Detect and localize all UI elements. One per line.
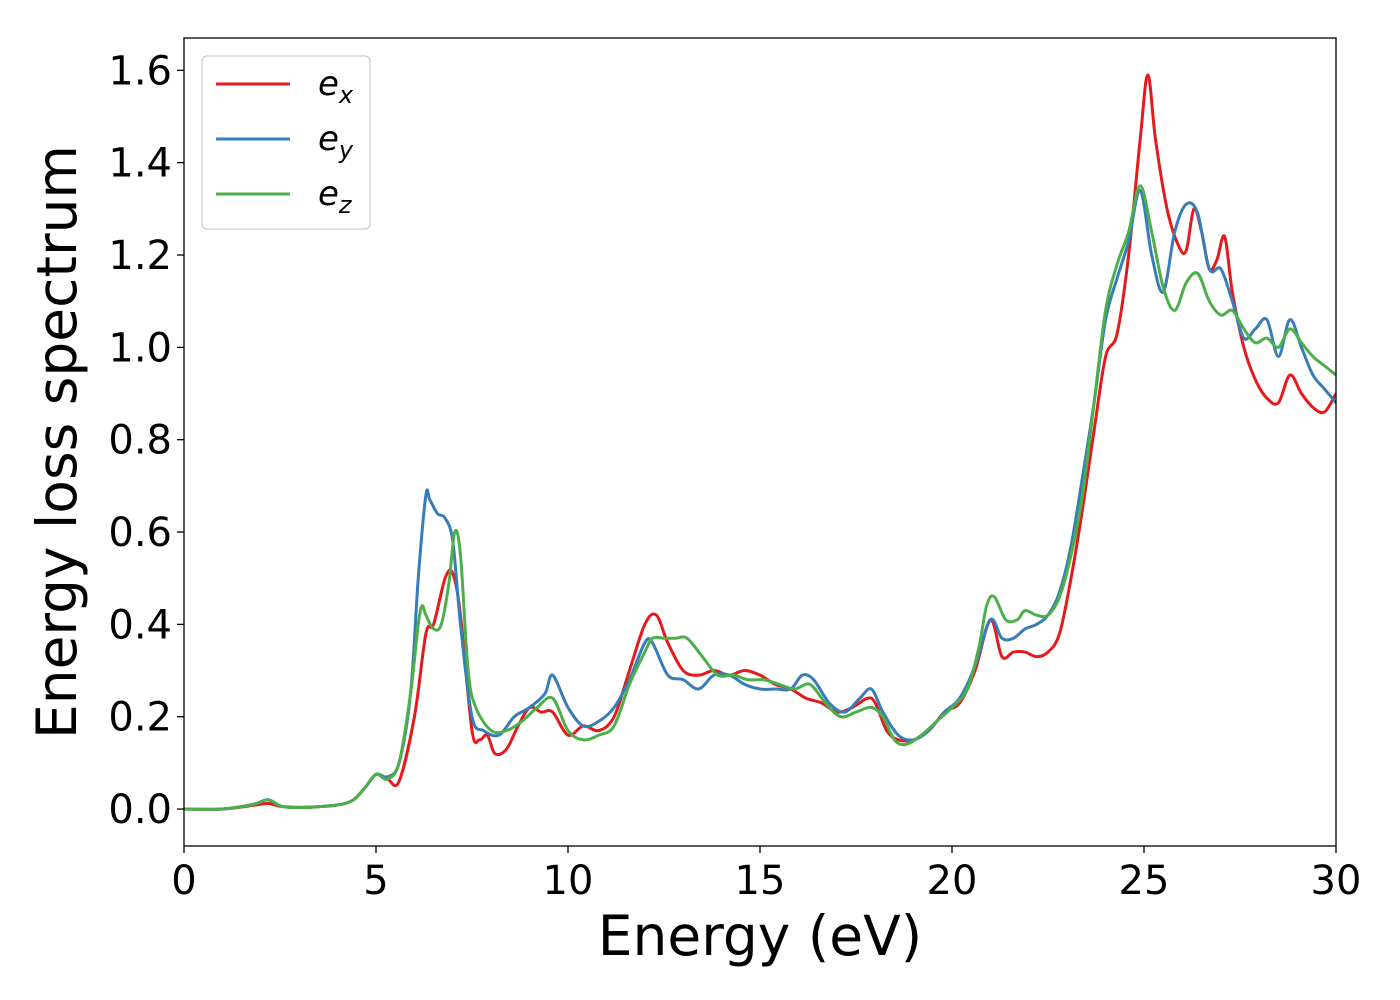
x-tick-label: 5: [363, 858, 388, 904]
x-tick-label: 30: [1311, 858, 1362, 904]
series-line-z: [184, 184, 1336, 811]
legend-subscript: z: [338, 191, 353, 219]
x-tick-label: 0: [171, 858, 196, 904]
y-tick-label: 0.8: [108, 418, 172, 464]
y-tick-label: 1.0: [108, 325, 172, 371]
series-layer: [184, 73, 1336, 811]
legend-subscript: x: [338, 81, 354, 109]
x-tick-label: 15: [735, 858, 786, 904]
y-tick-label: 0.2: [108, 695, 172, 741]
y-tick-label: 1.2: [108, 233, 172, 279]
y-axis-title: Energy loss spectrum: [25, 145, 89, 739]
legend-subscript: y: [338, 136, 354, 164]
x-tick-label: 10: [543, 858, 594, 904]
y-tick-label: 1.6: [108, 48, 172, 94]
y-axis: 0.0 0.2 0.4 0.6 0.8 1.0 1.2 1.4 1.6: [108, 48, 184, 833]
x-tick-label: 25: [1119, 858, 1170, 904]
x-axis-title: Energy (eV): [598, 904, 922, 968]
y-tick-label: 0.4: [108, 602, 172, 648]
x-axis: 0 5 10 15 20 25 30: [171, 846, 1361, 904]
legend-box: [201, 55, 371, 230]
y-tick-label: 0.6: [108, 510, 172, 556]
x-tick-label: 20: [927, 858, 978, 904]
series-line-y: [184, 188, 1336, 811]
y-tick-label: 1.4: [108, 141, 172, 187]
y-tick-label: 0.0: [108, 787, 172, 833]
